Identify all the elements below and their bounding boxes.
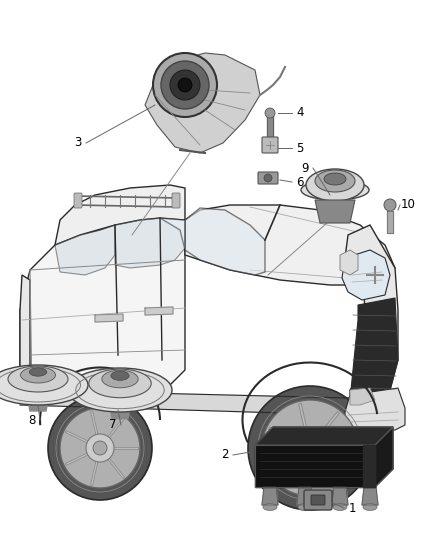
Text: 2: 2 [221, 448, 229, 462]
Polygon shape [95, 314, 123, 322]
Polygon shape [267, 115, 273, 138]
Text: 5: 5 [297, 141, 304, 155]
Text: 3: 3 [74, 136, 82, 149]
Polygon shape [185, 208, 265, 275]
Polygon shape [315, 200, 355, 223]
Polygon shape [20, 275, 30, 395]
Ellipse shape [298, 504, 312, 511]
Circle shape [48, 396, 152, 500]
Ellipse shape [8, 366, 68, 392]
Ellipse shape [333, 504, 347, 511]
Text: 8: 8 [28, 414, 35, 426]
Polygon shape [145, 53, 260, 153]
Ellipse shape [0, 365, 88, 405]
Text: 9: 9 [301, 161, 309, 174]
Circle shape [161, 61, 209, 109]
Polygon shape [350, 388, 375, 405]
Ellipse shape [301, 180, 369, 200]
Ellipse shape [29, 368, 47, 376]
Text: 7: 7 [109, 418, 117, 432]
Circle shape [178, 78, 192, 92]
Ellipse shape [306, 169, 364, 201]
FancyBboxPatch shape [74, 193, 82, 208]
FancyBboxPatch shape [172, 193, 180, 208]
Circle shape [170, 70, 200, 100]
Ellipse shape [363, 504, 377, 511]
Polygon shape [262, 487, 278, 505]
FancyBboxPatch shape [304, 490, 332, 510]
Ellipse shape [111, 371, 129, 381]
Polygon shape [20, 390, 350, 415]
Polygon shape [28, 401, 48, 411]
Ellipse shape [12, 392, 64, 402]
Circle shape [264, 174, 272, 182]
Polygon shape [340, 250, 358, 275]
Ellipse shape [89, 369, 151, 398]
Ellipse shape [68, 368, 172, 412]
Polygon shape [55, 225, 115, 275]
Text: 6: 6 [296, 175, 304, 189]
FancyBboxPatch shape [311, 495, 325, 505]
Polygon shape [297, 487, 313, 505]
FancyBboxPatch shape [258, 172, 278, 184]
Polygon shape [55, 185, 185, 245]
Circle shape [265, 108, 275, 118]
FancyBboxPatch shape [262, 137, 278, 153]
Text: 4: 4 [296, 107, 304, 119]
Circle shape [60, 408, 140, 488]
Polygon shape [375, 427, 393, 487]
Circle shape [86, 434, 114, 462]
Polygon shape [145, 307, 173, 315]
Circle shape [93, 441, 107, 455]
Polygon shape [345, 225, 398, 405]
Polygon shape [255, 445, 375, 487]
Polygon shape [345, 388, 405, 432]
Polygon shape [350, 298, 398, 405]
Polygon shape [255, 427, 393, 445]
Polygon shape [185, 205, 395, 285]
Polygon shape [110, 408, 130, 418]
Polygon shape [363, 445, 375, 487]
Circle shape [153, 53, 217, 117]
Polygon shape [20, 218, 185, 405]
Ellipse shape [263, 504, 277, 511]
Ellipse shape [21, 367, 56, 383]
Text: 10: 10 [401, 198, 415, 212]
Circle shape [292, 430, 328, 466]
Polygon shape [342, 250, 390, 300]
Ellipse shape [315, 170, 355, 192]
Text: 1: 1 [348, 502, 356, 514]
Ellipse shape [324, 173, 346, 185]
Polygon shape [115, 218, 185, 268]
Polygon shape [362, 487, 378, 505]
Ellipse shape [93, 398, 147, 409]
Ellipse shape [102, 370, 138, 388]
Circle shape [384, 199, 396, 211]
Polygon shape [387, 211, 393, 233]
Circle shape [262, 400, 358, 496]
Circle shape [248, 386, 372, 510]
Circle shape [300, 438, 320, 458]
Polygon shape [332, 487, 348, 505]
